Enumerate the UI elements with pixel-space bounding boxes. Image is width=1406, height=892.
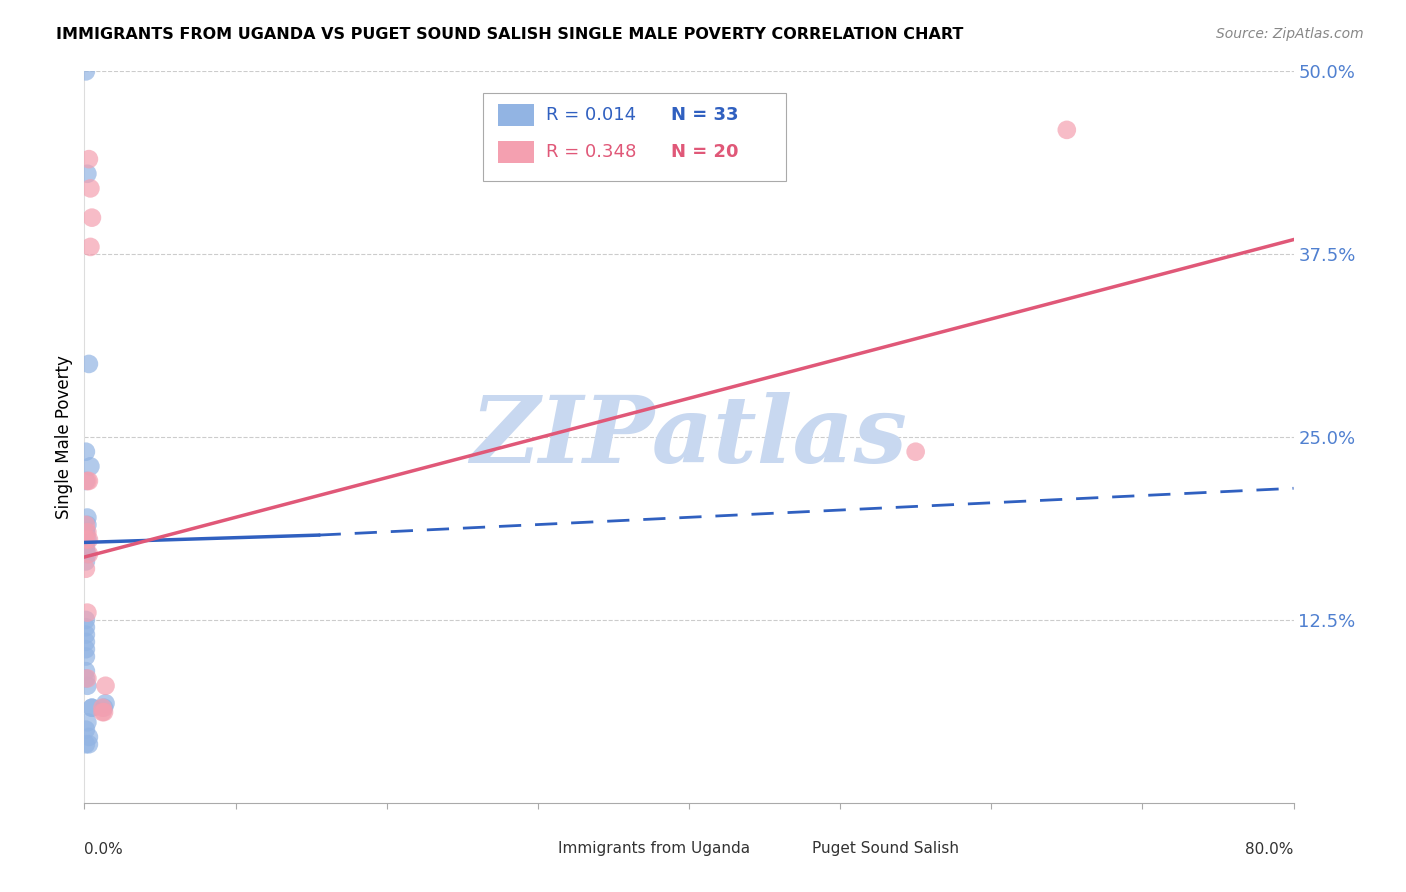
Point [75,540,97,554]
Point [75,737,97,751]
FancyBboxPatch shape [520,841,550,858]
Point [76,474,98,488]
Text: ZIPatlas: ZIPatlas [471,392,907,482]
Text: IMMIGRANTS FROM UGANDA VS PUGET SOUND SALISH SINGLE MALE POVERTY CORRELATION CHA: IMMIGRANTS FROM UGANDA VS PUGET SOUND SA… [56,27,963,42]
Point [75,664,97,678]
Point [75,635,97,649]
Text: 80.0%: 80.0% [1246,842,1294,856]
Point [76,679,98,693]
Point [1056,123,1078,137]
Y-axis label: Single Male Poverty: Single Male Poverty [55,355,73,519]
Point [76,715,98,730]
Point [76,167,98,181]
Text: Immigrants from Uganda: Immigrants from Uganda [558,841,751,856]
Point [79,240,101,254]
Point [75,723,97,737]
Point [77,474,100,488]
Point [75,533,97,547]
Point [75,525,97,540]
Point [79,181,101,195]
Point [75,613,97,627]
Point [75,672,97,686]
Point [77,152,100,166]
Point [75,562,97,576]
Point [75,64,97,78]
Point [94,696,117,710]
Point [80,211,103,225]
Point [75,525,97,540]
Point [76,510,98,524]
Point [76,517,98,532]
Text: R = 0.348: R = 0.348 [547,143,637,161]
Point [77,357,100,371]
Point [77,730,100,744]
Point [91,705,114,719]
Point [904,444,927,458]
Point [76,672,98,686]
Text: N = 20: N = 20 [671,143,738,161]
Text: 0.0%: 0.0% [84,842,124,856]
Point [79,459,101,474]
Point [75,474,97,488]
FancyBboxPatch shape [498,104,534,127]
Point [80,700,103,714]
FancyBboxPatch shape [498,141,534,163]
Point [77,547,100,561]
Point [93,700,115,714]
Text: Source: ZipAtlas.com: Source: ZipAtlas.com [1216,27,1364,41]
Point [77,737,100,751]
Text: R = 0.014: R = 0.014 [547,106,637,124]
Point [75,620,97,634]
FancyBboxPatch shape [773,841,804,858]
Point [76,606,98,620]
Point [76,533,98,547]
Point [93,705,115,719]
Point [75,627,97,641]
Text: Puget Sound Salish: Puget Sound Salish [813,841,959,856]
Point [75,649,97,664]
Point [75,544,97,558]
Point [75,444,97,458]
Point [91,700,114,714]
Point [75,517,97,532]
Point [94,679,117,693]
Point [80,700,103,714]
Text: N = 33: N = 33 [671,106,738,124]
Point [77,533,100,547]
FancyBboxPatch shape [484,94,786,181]
Point [75,554,97,568]
Point [76,525,98,540]
Point [76,547,98,561]
Point [75,642,97,657]
